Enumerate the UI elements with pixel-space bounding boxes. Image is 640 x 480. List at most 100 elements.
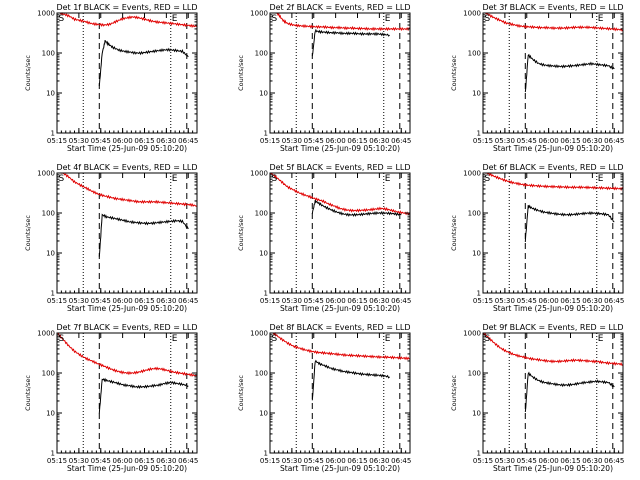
series-line-lld bbox=[483, 12, 624, 32]
chart-title: Det 3f BLACK = Events, RED = LLD bbox=[482, 3, 623, 12]
series-line-events bbox=[311, 28, 390, 57]
x-tick-label: 06:00 bbox=[539, 137, 559, 145]
y-tick-label: 1000 bbox=[250, 10, 268, 18]
x-tick-label: 06:15 bbox=[134, 137, 154, 145]
x-tick-label: 06:00 bbox=[113, 457, 133, 465]
start-marker: S bbox=[59, 174, 65, 184]
x-tick-label: 06:30 bbox=[369, 297, 389, 305]
plot-area bbox=[482, 172, 624, 294]
x-tick-label: 06:30 bbox=[369, 137, 389, 145]
end-marker: E bbox=[598, 174, 604, 184]
end-marker: E bbox=[172, 174, 178, 184]
plot-area bbox=[56, 172, 198, 294]
y-axis-label: Counts/sec bbox=[24, 215, 32, 251]
series-line-lld bbox=[483, 332, 624, 367]
x-tick-label: 06:15 bbox=[560, 137, 580, 145]
chart-panel-4: Det 4f BLACK = Events, RED = LLD 1 10 100 10… bbox=[24, 163, 198, 313]
x-tick-label: 06:00 bbox=[113, 137, 133, 145]
chart-panel-7: Det 7f BLACK = Events, RED = LLD 1 10 100 10… bbox=[24, 323, 198, 473]
start-marker: S bbox=[485, 334, 491, 344]
y-tick-label: 1 bbox=[51, 130, 55, 138]
x-tick-label: 06:45 bbox=[178, 137, 198, 145]
y-axis-label: Counts/sec bbox=[450, 55, 458, 91]
end-marker: E bbox=[598, 14, 604, 24]
y-tick-label: 10 bbox=[472, 250, 481, 258]
x-tick-label: 06:15 bbox=[134, 297, 154, 305]
chart-panel-2: Det 2f BLACK = Events, RED = LLD 1 10 100 10… bbox=[237, 3, 411, 153]
x-tick-label: 05:30 bbox=[69, 297, 89, 305]
start-marker: S bbox=[485, 14, 491, 24]
x-axis-label: Start Time (25-Jun-09 05:10:20) bbox=[493, 464, 613, 473]
x-tick-label: 06:30 bbox=[582, 297, 602, 305]
x-tick-label: 05:45 bbox=[304, 297, 324, 305]
plot-area bbox=[56, 12, 198, 134]
x-axis-label: Start Time (25-Jun-09 05:10:20) bbox=[493, 144, 613, 153]
y-tick-label: 1000 bbox=[37, 170, 55, 178]
x-tick-label: 06:00 bbox=[539, 457, 559, 465]
series-line-events bbox=[311, 199, 402, 217]
y-axis-label: Counts/sec bbox=[237, 55, 245, 91]
y-tick-label: 1 bbox=[264, 450, 268, 458]
y-tick-label: 1 bbox=[264, 130, 268, 138]
chart-title: Det 6f BLACK = Events, RED = LLD bbox=[482, 163, 623, 172]
chart-title: Det 4f BLACK = Events, RED = LLD bbox=[56, 163, 197, 172]
x-tick-label: 06:45 bbox=[391, 297, 411, 305]
x-tick-label: 05:45 bbox=[517, 137, 537, 145]
chart-title: Det 8f BLACK = Events, RED = LLD bbox=[269, 323, 410, 332]
chart-panel-5: Det 5f BLACK = Events, RED = LLD 1 10 100 10… bbox=[237, 163, 411, 313]
end-marker: E bbox=[385, 14, 391, 24]
series-line-events bbox=[98, 377, 189, 414]
series-line-events bbox=[311, 359, 390, 401]
y-tick-label: 100 bbox=[42, 210, 55, 218]
x-tick-label: 06:45 bbox=[178, 457, 198, 465]
series-line-events bbox=[524, 204, 615, 243]
series-line-lld bbox=[270, 12, 411, 32]
y-tick-label: 10 bbox=[259, 90, 268, 98]
x-tick-label: 05:45 bbox=[517, 457, 537, 465]
x-axis-label: Start Time (25-Jun-09 05:10:20) bbox=[493, 304, 613, 313]
x-tick-label: 05:15 bbox=[260, 137, 280, 145]
x-tick-label: 06:00 bbox=[326, 297, 346, 305]
start-marker: S bbox=[59, 14, 65, 24]
series-line-lld bbox=[57, 172, 198, 208]
chart-title: Det 1f BLACK = Events, RED = LLD bbox=[56, 3, 197, 12]
end-marker: E bbox=[172, 14, 178, 24]
series-line-events bbox=[524, 53, 615, 93]
y-tick-label: 1000 bbox=[463, 330, 481, 338]
x-tick-label: 06:45 bbox=[178, 297, 198, 305]
x-tick-label: 06:00 bbox=[326, 137, 346, 145]
y-axis-label: Counts/sec bbox=[237, 375, 245, 411]
y-tick-label: 10 bbox=[259, 250, 268, 258]
plot-area bbox=[269, 172, 411, 294]
x-tick-label: 05:45 bbox=[304, 457, 324, 465]
x-tick-label: 06:45 bbox=[604, 137, 624, 145]
x-axis-label: Start Time (25-Jun-09 05:10:20) bbox=[280, 304, 400, 313]
y-tick-label: 10 bbox=[46, 250, 55, 258]
chart-title: Det 2f BLACK = Events, RED = LLD bbox=[269, 3, 410, 12]
y-axis-label: Counts/sec bbox=[450, 215, 458, 251]
x-tick-label: 05:30 bbox=[495, 457, 515, 465]
x-tick-label: 06:45 bbox=[391, 137, 411, 145]
chart-title: Det 7f BLACK = Events, RED = LLD bbox=[56, 323, 197, 332]
start-marker: S bbox=[272, 14, 278, 24]
x-tick-label: 06:45 bbox=[604, 457, 624, 465]
series-line-lld bbox=[270, 332, 411, 361]
series-line-lld bbox=[270, 172, 411, 216]
x-tick-label: 05:30 bbox=[282, 457, 302, 465]
y-tick-label: 1000 bbox=[463, 10, 481, 18]
y-tick-label: 1000 bbox=[37, 10, 55, 18]
x-tick-label: 06:00 bbox=[539, 297, 559, 305]
x-tick-label: 06:15 bbox=[347, 457, 367, 465]
series-line-lld bbox=[483, 172, 624, 191]
x-tick-label: 05:15 bbox=[260, 297, 280, 305]
x-tick-label: 05:15 bbox=[47, 457, 67, 465]
x-tick-label: 06:30 bbox=[156, 137, 176, 145]
y-tick-label: 1 bbox=[477, 130, 481, 138]
y-tick-label: 1 bbox=[264, 290, 268, 298]
start-marker: S bbox=[485, 174, 491, 184]
x-tick-label: 05:15 bbox=[260, 457, 280, 465]
series-line-events bbox=[98, 39, 189, 87]
series-line-lld bbox=[57, 12, 198, 29]
x-tick-label: 05:15 bbox=[473, 297, 493, 305]
